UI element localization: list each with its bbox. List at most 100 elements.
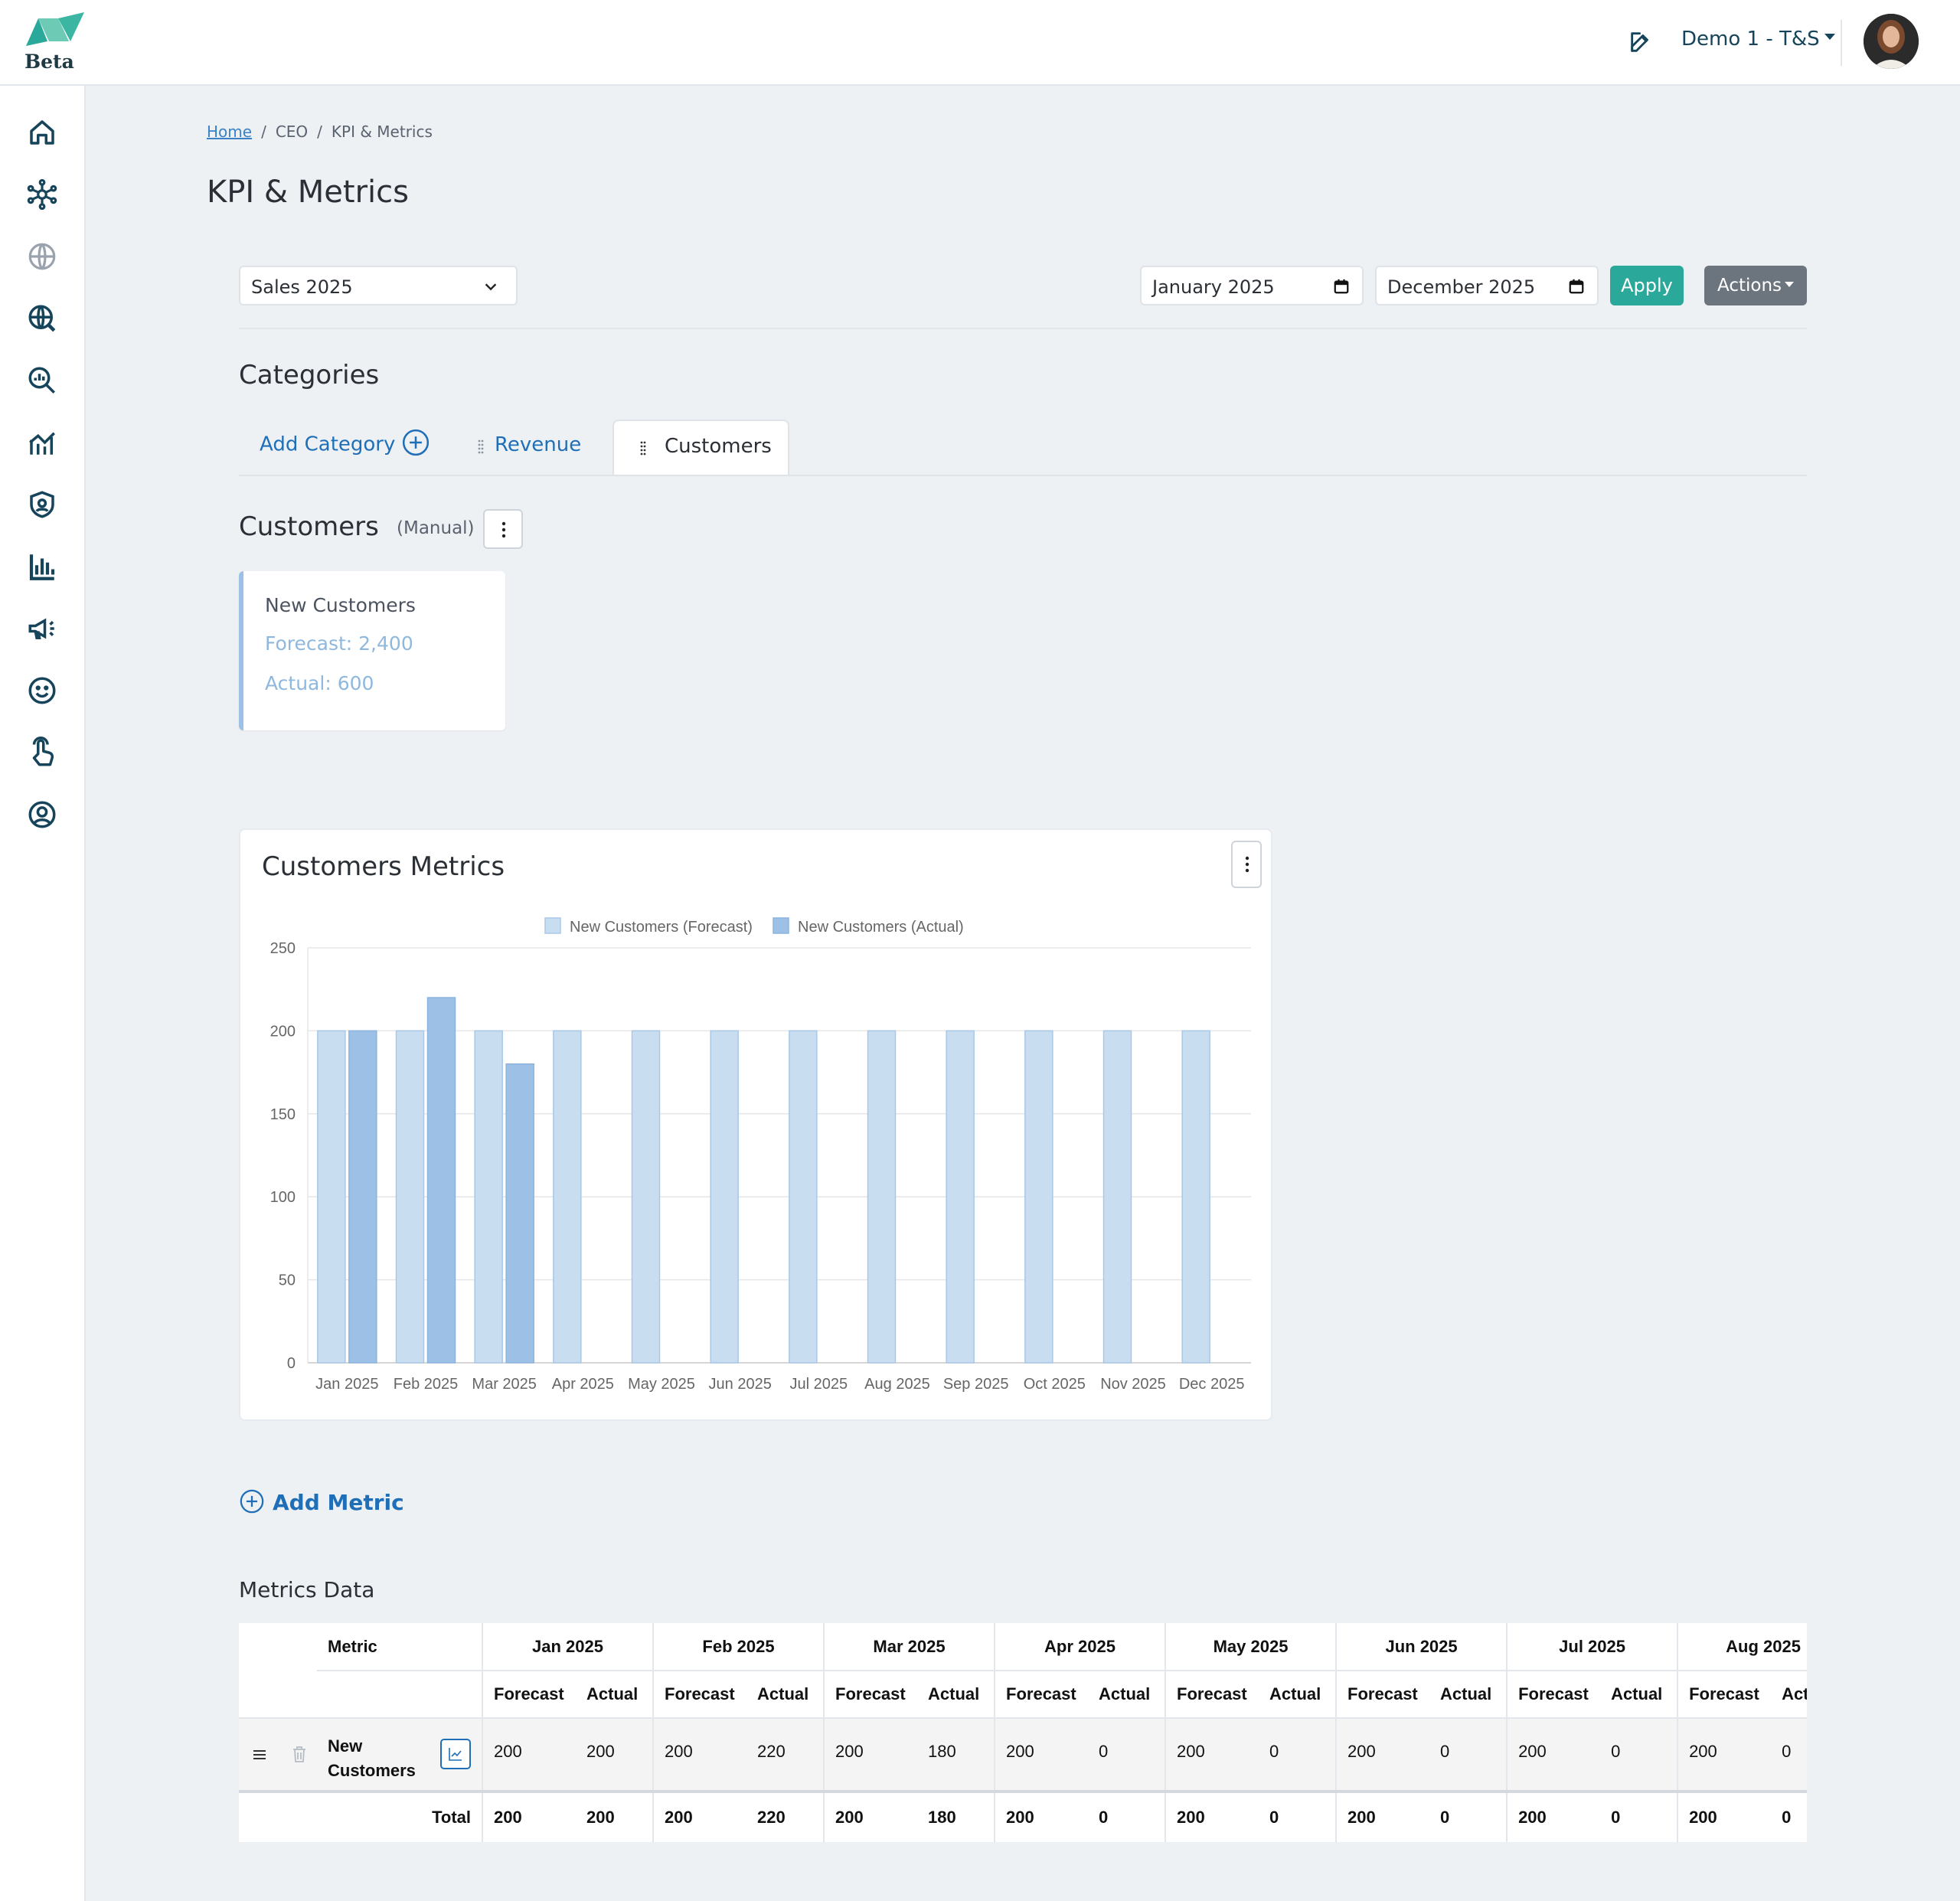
category-mode: (Manual) — [397, 518, 475, 538]
forecast-value-cell[interactable]: 200 — [652, 1717, 746, 1792]
end-date-input[interactable]: December 2025 — [1375, 266, 1599, 305]
metrics-data-title: Metrics Data — [239, 1577, 375, 1602]
chart-menu-button[interactable] — [1231, 841, 1262, 888]
tab-revenue[interactable]: Revenue — [470, 420, 603, 475]
user-circle-icon[interactable] — [26, 799, 58, 831]
caret-down-icon — [1824, 33, 1835, 40]
globe-icon[interactable] — [26, 240, 58, 273]
bar-forecast — [946, 1030, 975, 1364]
trend-chart-icon[interactable] — [26, 426, 58, 459]
search-analytics-icon[interactable] — [26, 364, 58, 397]
forecast-value-cell[interactable]: 200 — [1335, 1717, 1430, 1792]
caret-down-icon — [1785, 282, 1794, 287]
actual-value-cell[interactable]: 200 — [576, 1717, 653, 1792]
forecast-value-cell[interactable]: 200 — [994, 1717, 1089, 1792]
actual-subheader: Actual — [576, 1671, 653, 1718]
legend-label: New Customers (Actual) — [798, 919, 964, 936]
table-row: New Customers 200 200 200 220 200 180 200 0 200 0 2… — [239, 1717, 1807, 1792]
home-icon[interactable] — [26, 116, 58, 149]
start-date-value: January 2025 — [1152, 276, 1275, 298]
divider — [239, 328, 1807, 329]
x-tick-label: Mar 2025 — [472, 1376, 537, 1393]
forecast-value-cell[interactable]: 200 — [1677, 1717, 1772, 1792]
total-forecast-cell: 200 — [482, 1790, 576, 1842]
view-chart-button[interactable] — [440, 1739, 471, 1769]
avatar[interactable] — [1864, 14, 1919, 69]
network-icon[interactable] — [26, 178, 58, 211]
forecast-value-cell[interactable]: 200 — [482, 1717, 576, 1792]
dataset-select[interactable]: Sales 2025 — [239, 266, 518, 305]
total-actual-cell: 0 — [1600, 1790, 1678, 1842]
month-header: Jul 2025 — [1506, 1623, 1678, 1671]
actual-value-cell[interactable]: 0 — [1429, 1717, 1508, 1792]
beta-badge: Beta — [24, 51, 74, 73]
add-metric-label: Add Metric — [273, 1490, 404, 1515]
actual-value-cell[interactable]: 0 — [1259, 1717, 1337, 1792]
globe-analytics-icon[interactable] — [26, 302, 58, 335]
megaphone-icon[interactable] — [26, 612, 58, 645]
actual-subheader: Actual — [1771, 1671, 1807, 1718]
forecast-subheader: Forecast — [823, 1671, 918, 1718]
total-actual-cell: 0 — [1429, 1790, 1508, 1842]
metrics-table-scroll[interactable]: Metric Jan 2025 Feb 2025 Mar 2025 Apr 2025 M… — [239, 1623, 1807, 1848]
actual-value-cell[interactable]: 180 — [917, 1717, 995, 1792]
x-tick-label: Aug 2025 — [864, 1376, 930, 1393]
shield-icon[interactable] — [26, 488, 58, 521]
edit-icon[interactable] — [1628, 29, 1654, 55]
actual-value-cell[interactable]: 0 — [1088, 1717, 1166, 1792]
workspace-label: Demo 1 - T&S — [1681, 28, 1820, 51]
total-forecast-cell: 200 — [1677, 1790, 1772, 1842]
add-category-button[interactable]: Add Category — [260, 429, 430, 459]
actions-dropdown-button[interactable]: Actions — [1704, 266, 1807, 305]
drag-grip-icon[interactable] — [478, 439, 484, 455]
actual-value-cell[interactable]: 0 — [1771, 1717, 1807, 1792]
tab-customers[interactable]: Customers — [612, 420, 789, 475]
forecast-subheader: Forecast — [1165, 1671, 1259, 1718]
breadcrumb-separator: / — [261, 122, 266, 141]
bar-chart-icon[interactable] — [26, 550, 58, 583]
pointer-hand-icon[interactable] — [26, 737, 58, 769]
workspace-dropdown[interactable]: Demo 1 - T&S — [1681, 28, 1835, 51]
actual-value-cell[interactable]: 0 — [1600, 1717, 1678, 1792]
metric-card[interactable]: New Customers Forecast: 2,400 Actual: 60… — [239, 571, 505, 730]
bar-forecast — [789, 1030, 818, 1364]
actual-subheader: Actual — [1259, 1671, 1337, 1718]
add-metric-button[interactable]: Add Metric — [239, 1489, 404, 1517]
kebab-icon — [1245, 856, 1250, 873]
smile-icon[interactable] — [26, 674, 58, 707]
actual-subheader: Actual — [1088, 1671, 1166, 1718]
start-date-input[interactable]: January 2025 — [1140, 266, 1364, 305]
calendar-icon[interactable] — [1568, 278, 1585, 295]
x-tick-label: Jun 2025 — [709, 1376, 772, 1393]
forecast-value-cell[interactable]: 200 — [1506, 1717, 1601, 1792]
category-menu-button[interactable] — [483, 509, 523, 549]
total-forecast-cell: 200 — [1506, 1790, 1601, 1842]
forecast-value-cell[interactable]: 200 — [823, 1717, 918, 1792]
apply-button[interactable]: Apply — [1610, 266, 1684, 305]
kebab-icon — [501, 521, 506, 538]
forecast-value-cell[interactable]: 200 — [1165, 1717, 1259, 1792]
metric-name: New Customers — [328, 1736, 416, 1780]
actual-value-cell[interactable]: 220 — [746, 1717, 825, 1792]
drag-handle-icon[interactable] — [251, 1746, 268, 1763]
calendar-icon[interactable] — [1333, 278, 1350, 295]
top-divider — [1841, 20, 1842, 66]
actual-subheader: Actual — [1600, 1671, 1678, 1718]
actual-subheader: Actual — [746, 1671, 825, 1718]
metric-card-name: New Customers — [265, 594, 416, 616]
bar-actual — [426, 997, 456, 1364]
bar-forecast — [1181, 1030, 1210, 1364]
bar-forecast — [395, 1030, 425, 1364]
forecast-subheader: Forecast — [1506, 1671, 1601, 1718]
chevron-down-icon — [485, 283, 497, 291]
month-header: Jun 2025 — [1335, 1623, 1508, 1671]
row-controls — [239, 1717, 317, 1792]
drag-grip-icon[interactable] — [640, 441, 646, 456]
legend-swatch — [544, 917, 561, 934]
logo[interactable]: Beta — [23, 11, 84, 75]
y-tick-label: 150 — [270, 1106, 296, 1123]
breadcrumb-home-link[interactable]: Home — [207, 122, 253, 141]
trash-icon[interactable] — [291, 1745, 308, 1763]
total-actual-cell: 0 — [1771, 1790, 1807, 1842]
x-tick-label: Sep 2025 — [943, 1376, 1009, 1393]
